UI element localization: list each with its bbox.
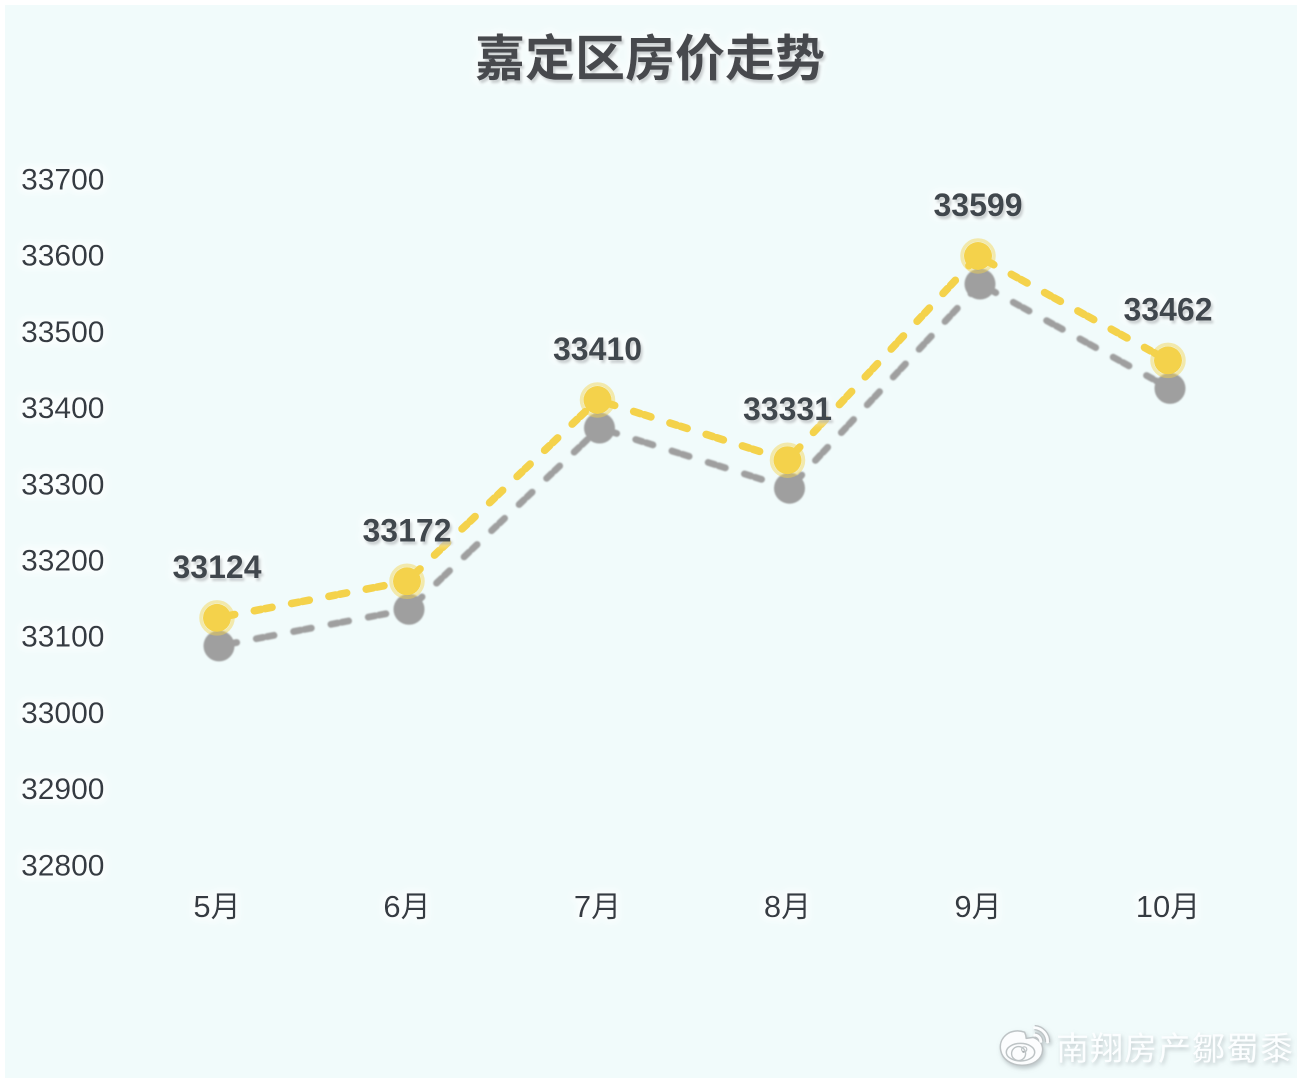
svg-text:33462: 33462 — [1124, 291, 1213, 327]
svg-text:9: 9 — [954, 889, 971, 924]
svg-text:33172: 33172 — [363, 512, 452, 548]
svg-text:33410: 33410 — [553, 331, 642, 367]
svg-text:7: 7 — [574, 889, 591, 924]
svg-text:6: 6 — [383, 889, 400, 924]
svg-text:32800: 32800 — [21, 849, 104, 882]
svg-text:33000: 33000 — [21, 697, 104, 730]
svg-text:33599: 33599 — [934, 187, 1023, 223]
svg-text:33500: 33500 — [21, 316, 104, 349]
svg-text:10: 10 — [1136, 889, 1170, 924]
svg-text:33700: 33700 — [21, 164, 104, 197]
svg-text:8: 8 — [764, 889, 781, 924]
svg-text:33100: 33100 — [21, 621, 104, 654]
svg-text:33600: 33600 — [21, 240, 104, 273]
svg-text:33331: 33331 — [743, 391, 832, 427]
svg-text:33300: 33300 — [21, 468, 104, 501]
svg-text:33400: 33400 — [21, 392, 104, 425]
svg-text:33124: 33124 — [173, 549, 262, 585]
svg-text:5: 5 — [193, 889, 210, 924]
svg-text:32900: 32900 — [21, 773, 104, 806]
svg-text:33200: 33200 — [21, 545, 104, 578]
